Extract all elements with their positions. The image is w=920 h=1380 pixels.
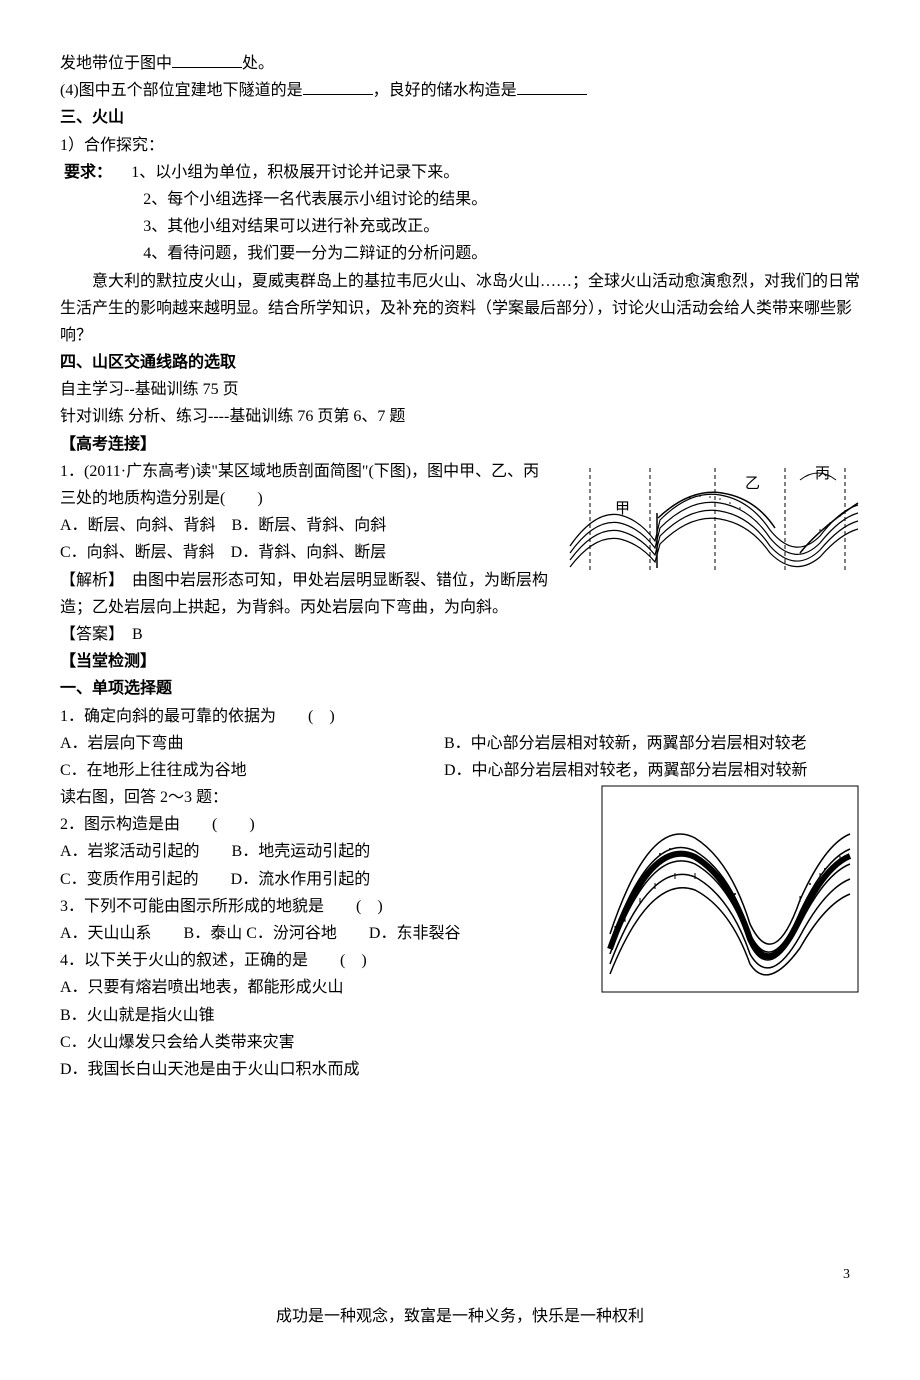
q4c: C．火山爆发只会给人类带来灾害 xyxy=(60,1029,860,1056)
gaokao-heading: 【高考连接】 xyxy=(60,431,860,458)
figure-cross-section-1: 甲 乙 丙 xyxy=(560,458,860,578)
q1-row2: C．在地形上往往成为谷地D．中心部分岩层相对较老，两翼部分岩层相对较新 xyxy=(60,757,860,784)
blank-1 xyxy=(172,51,242,68)
q4d: D．我国长白山天池是由于火山口积水而成 xyxy=(60,1056,860,1083)
fig1-label-bing: 丙 xyxy=(815,466,830,482)
line-fault-zone: 发地带位于图中处。 xyxy=(60,50,860,77)
dangtang-section: 一、单项选择题 xyxy=(60,675,860,702)
section-3-heading: 三、火山 xyxy=(60,104,860,131)
gaokao-answer: 【答案】 B xyxy=(60,621,860,648)
volcano-paragraph: 意大利的默拉皮火山，夏威夷群岛上的基拉韦厄火山、冰岛火山……；全球火山活动愈演愈… xyxy=(60,268,860,350)
blank-2 xyxy=(303,78,373,95)
q4b: B．火山就是指火山锥 xyxy=(60,1002,860,1029)
blank-3 xyxy=(517,78,587,95)
page-footer: 3 成功是一种观念，致富是一种义务，快乐是一种权利 xyxy=(60,1303,860,1330)
section-4-line2: 针对训练 分析、练习----基础训练 76 页第 6、7 题 xyxy=(60,403,860,430)
line-tunnel: (4)图中五个部位宜建地下隧道的是，良好的储水构造是 xyxy=(60,77,860,104)
q1-row1: A．岩层向下弯曲B．中心部分岩层相对较新，两翼部分岩层相对较老 xyxy=(60,730,860,757)
requirements-line-3: 3、其他小组对结果可以进行补充或改正。 xyxy=(60,213,860,240)
fig1-label-yi: 乙 xyxy=(745,476,760,492)
section-4-line1: 自主学习--基础训练 75 页 xyxy=(60,376,860,403)
figure-fold-sketch xyxy=(600,784,860,994)
requirements-line-4: 4、看待问题，我们要一分为二辩证的分析问题。 xyxy=(60,240,860,267)
requirements-line-2: 2、每个小组选择一名代表展示小组讨论的结果。 xyxy=(60,186,860,213)
page-number: 3 xyxy=(843,1263,850,1287)
dangtang-heading: 【当堂检测】 xyxy=(60,648,860,675)
section-3-sub1: 1）合作探究： xyxy=(60,132,860,159)
fig1-label-jia: 甲 xyxy=(615,501,630,517)
footer-quote: 成功是一种观念，致富是一种义务，快乐是一种权利 xyxy=(276,1308,644,1325)
q1: 1．确定向斜的最可靠的依据为 ( ) xyxy=(60,703,860,730)
section-4-heading: 四、山区交通线路的选取 xyxy=(60,349,860,376)
requirements-line-1: 要求：1、以小组为单位，积极展开讨论并记录下来。 xyxy=(60,159,860,186)
